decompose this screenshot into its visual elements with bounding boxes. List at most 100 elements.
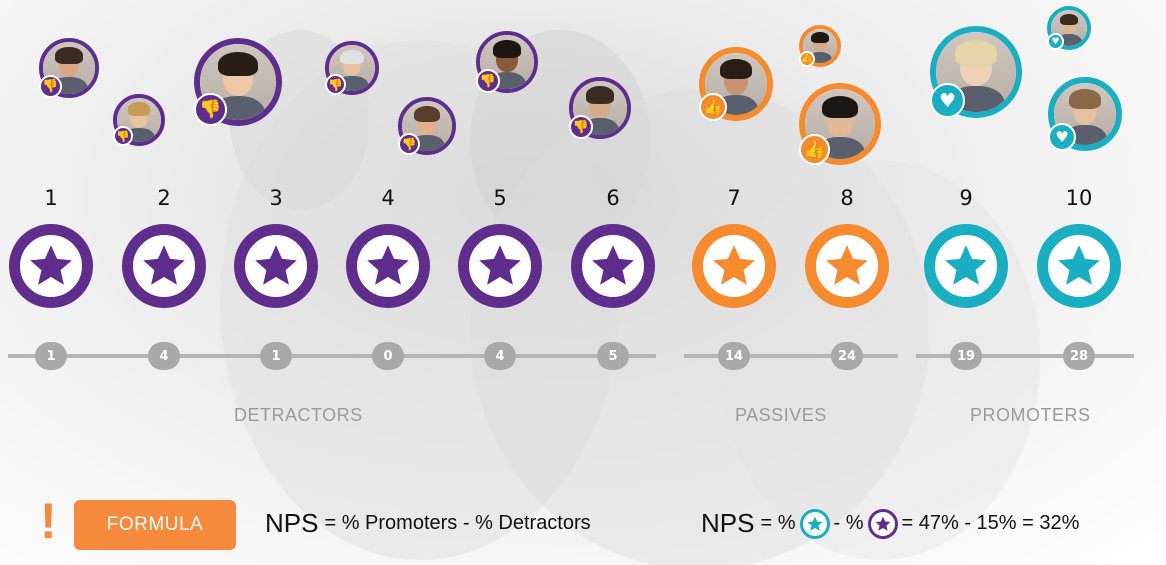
calc-eq-percent: = % [760, 512, 796, 534]
star-icon [143, 245, 185, 285]
response-count-7: 14 [718, 342, 750, 370]
response-count-6: 5 [597, 342, 629, 370]
person-hair [492, 40, 522, 58]
score-number-8: 8 [840, 186, 854, 210]
score-number-6: 6 [606, 186, 620, 210]
person-photo [480, 35, 534, 89]
person-photo [1051, 10, 1087, 46]
person-hair [1068, 89, 1102, 110]
star-icon [367, 245, 409, 285]
promoters-track [916, 354, 1134, 358]
person-hair [719, 59, 753, 80]
score-star-8[interactable] [805, 224, 889, 308]
response-count-9: 19 [950, 342, 982, 370]
nps-calculation: NPS = % - % = 47% - 15% = 32% [701, 508, 1079, 539]
score-number-2: 2 [157, 186, 171, 210]
promoter-avatar: ♥ [1047, 6, 1091, 50]
person-hair [127, 102, 151, 117]
promoter-avatar: ♥ [1048, 77, 1122, 151]
detractors-track [8, 354, 656, 358]
passive-avatar: 👍 [799, 83, 881, 165]
detractor-avatar: 👎 [325, 41, 379, 95]
promoter-avatar: ♥ [930, 26, 1022, 118]
star-icon [1058, 245, 1100, 285]
detractor-avatar: 👎 [398, 97, 456, 155]
star-icon [945, 245, 987, 285]
score-number-5: 5 [493, 186, 507, 210]
thumbs-down-icon: 👎 [325, 74, 346, 95]
thumbs-up-icon: 👍 [799, 51, 815, 67]
score-number-7: 7 [727, 186, 741, 210]
nps-formula-text: NPS = % Promoters - % Detractors [265, 508, 591, 539]
score-star-6[interactable] [571, 224, 655, 308]
thumbs-down-icon: 👎 [194, 93, 227, 126]
thumbs-down-icon: 👎 [39, 75, 62, 98]
person-hair [585, 86, 615, 104]
heart-icon: ♥ [930, 83, 965, 118]
score-star-7[interactable] [692, 224, 776, 308]
detractor-star-icon [867, 508, 898, 539]
star-icon [255, 245, 297, 285]
passives-track [684, 354, 898, 358]
calc-result: = 47% - 15% = 32% [901, 512, 1080, 534]
person-hair [811, 32, 829, 44]
person-body [1056, 34, 1082, 46]
nps-label-2: NPS [701, 508, 755, 538]
heart-icon: ♥ [1047, 33, 1064, 50]
promoters-label: PROMOTERS [970, 405, 1091, 425]
exclamation-icon: ! [40, 493, 57, 549]
detractor-avatar: 👎 [39, 38, 99, 98]
star-icon [713, 245, 755, 285]
heart-icon: ♥ [1048, 123, 1076, 151]
person-hair [218, 51, 258, 76]
thumbs-down-icon: 👎 [398, 133, 420, 155]
thumbs-down-icon: 👎 [113, 126, 133, 146]
star-icon [479, 245, 521, 285]
star-icon [826, 245, 868, 285]
person-photo [936, 32, 1016, 112]
calc-minus-percent: - % [833, 512, 864, 534]
score-number-10: 10 [1065, 186, 1093, 210]
person-photo [1054, 83, 1116, 145]
detractor-avatar: 👎 [476, 31, 538, 93]
person-hair [340, 49, 364, 65]
star-icon [30, 245, 72, 285]
response-count-2: 4 [148, 342, 180, 370]
score-star-4[interactable] [346, 224, 430, 308]
person-hair [955, 40, 997, 66]
score-star-10[interactable] [1037, 224, 1121, 308]
promoter-star-icon [799, 508, 830, 539]
detractor-avatar: 👎 [569, 77, 631, 139]
score-number-3: 3 [269, 186, 283, 210]
star-icon [592, 245, 634, 285]
score-star-2[interactable] [122, 224, 206, 308]
detractors-label: DETRACTORS [234, 405, 363, 425]
person-hair [1059, 13, 1079, 26]
score-star-1[interactable] [9, 224, 93, 308]
formula-button[interactable]: FORMULA [74, 500, 236, 550]
score-number-1: 1 [44, 186, 58, 210]
thumbs-down-icon: 👎 [476, 69, 500, 93]
detractor-avatar: 👎 [194, 38, 282, 126]
person-photo [200, 44, 276, 120]
response-count-4: 0 [372, 342, 404, 370]
score-star-3[interactable] [234, 224, 318, 308]
response-count-3: 1 [260, 342, 292, 370]
person-hair [821, 96, 859, 119]
score-number-9: 9 [959, 186, 973, 210]
response-count-8: 24 [831, 342, 863, 370]
nps-formula-definition: = % Promoters - % Detractors [324, 512, 591, 534]
person-hair [414, 106, 440, 122]
passive-avatar: 👍 [799, 25, 841, 67]
response-count-1: 1 [35, 342, 67, 370]
person-photo [117, 98, 161, 142]
response-count-10: 28 [1063, 342, 1095, 370]
score-star-9[interactable] [924, 224, 1008, 308]
passives-label: PASSIVES [735, 405, 827, 425]
thumbs-up-icon: 👍 [799, 134, 830, 165]
person-body [807, 52, 833, 63]
nps-label: NPS [265, 508, 319, 538]
score-number-4: 4 [381, 186, 395, 210]
response-count-5: 4 [484, 342, 516, 370]
score-star-5[interactable] [458, 224, 542, 308]
